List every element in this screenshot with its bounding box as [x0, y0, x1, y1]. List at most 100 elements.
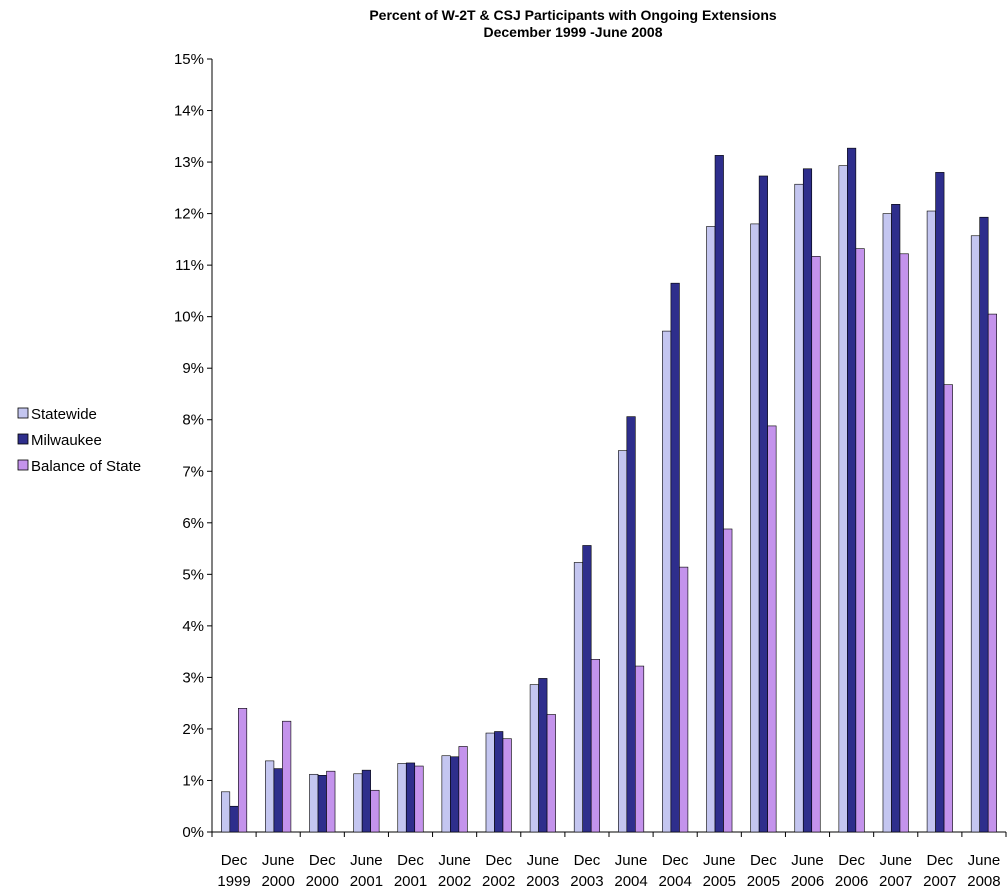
x-tick-label-month: June — [703, 852, 736, 869]
legend: Statewide Milwaukee Balance of State — [17, 406, 141, 475]
y-tick-label: 0% — [182, 824, 204, 841]
bar-balance-of-state — [238, 708, 248, 833]
bar-balance-of-state — [590, 659, 600, 833]
bar-milwaukee — [450, 756, 460, 833]
x-tick-label-month: Dec — [574, 852, 601, 869]
bar-balance-of-state — [635, 665, 645, 833]
x-tick-label-year: 2005 — [703, 873, 736, 890]
legend-label: Balance of State — [31, 458, 141, 475]
y-tick-label: 7% — [182, 463, 204, 480]
bar-balance-of-state — [767, 425, 777, 833]
y-tick-label: 8% — [182, 412, 204, 429]
bar-milwaukee — [229, 805, 239, 833]
x-tick-label-month: June — [438, 852, 471, 869]
x-tick-label-month: Dec — [397, 852, 424, 869]
x-tick-label-year: 1999 — [217, 873, 250, 890]
legend-label: Milwaukee — [31, 432, 102, 449]
x-tick-label-year: 2000 — [261, 873, 294, 890]
bar-balance-of-state — [370, 789, 380, 833]
bar-milwaukee — [582, 545, 592, 833]
y-tick-label: 6% — [182, 515, 204, 532]
bar-milwaukee — [891, 204, 901, 833]
bar-statewide — [750, 223, 760, 833]
bar-statewide — [794, 183, 804, 833]
x-tick-label-month: June — [350, 852, 383, 869]
bar-statewide — [485, 732, 495, 833]
y-axis: 0% 1% 2% 3% 4% 5% 6% 7% 8% 9% 10% 11% 12% 13% 14% 15% — [174, 51, 213, 841]
x-tick-label-month: Dec — [221, 852, 248, 869]
x-tick-label-month: Dec — [662, 852, 689, 869]
bar-balance-of-state — [458, 746, 468, 833]
bar-milwaukee — [538, 678, 548, 833]
chart-title: Percent of W-2T & CSJ Participants with … — [369, 7, 777, 23]
y-tick-label: 10% — [174, 309, 204, 326]
legend-swatch — [17, 459, 29, 471]
x-tick-label-month: June — [968, 852, 1001, 869]
bar-statewide — [397, 763, 407, 833]
bar-statewide — [309, 773, 319, 833]
bar-milwaukee — [935, 172, 945, 833]
legend-label: Statewide — [31, 406, 97, 423]
legend-swatch — [17, 433, 29, 445]
bar-statewide — [529, 684, 539, 833]
y-tick-label: 4% — [182, 618, 204, 635]
x-axis: Dec 1999 June 2000 Dec 2000 June 2001 Dec 2001 Jun… — [211, 831, 1007, 890]
bar-balance-of-state — [855, 248, 865, 833]
y-tick-label: 15% — [174, 51, 204, 68]
x-tick-label-month: Dec — [309, 852, 336, 869]
y-tick-label: 14% — [174, 103, 204, 120]
x-tick-label-year: 2004 — [614, 873, 647, 890]
x-tick-label-year: 2006 — [835, 873, 868, 890]
bar-balance-of-state — [326, 770, 336, 833]
y-tick-label: 2% — [182, 721, 204, 738]
x-tick-label-month: June — [262, 852, 295, 869]
x-tick-label-year: 2000 — [306, 873, 339, 890]
bar-balance-of-state — [943, 384, 953, 833]
y-tick-label: 5% — [182, 566, 204, 583]
bar-balance-of-state — [723, 528, 733, 833]
x-tick-label-year: 2001 — [350, 873, 383, 890]
bar-milwaukee — [758, 175, 768, 833]
bar-milwaukee — [405, 762, 416, 833]
bar-balance-of-state — [811, 256, 821, 833]
bar-statewide — [573, 562, 583, 833]
bar-milwaukee — [802, 168, 813, 833]
bar-balance-of-state — [679, 566, 689, 833]
bar-milwaukee — [626, 416, 636, 833]
bar-milwaukee — [670, 282, 680, 833]
bar-balance-of-state — [987, 313, 997, 833]
x-tick-label-year: 2008 — [967, 873, 1000, 890]
bar-statewide — [353, 773, 363, 833]
x-tick-label-month: June — [879, 852, 912, 869]
bar-statewide — [618, 450, 628, 833]
bar-statewide — [265, 760, 275, 833]
bar-milwaukee — [494, 731, 504, 833]
x-tick-label-year: 2006 — [791, 873, 824, 890]
y-tick-label: 3% — [182, 669, 204, 686]
bar-statewide — [838, 165, 848, 833]
x-tick-label-year: 2002 — [482, 873, 515, 890]
bar-statewide — [662, 330, 672, 833]
bar-milwaukee — [847, 147, 857, 833]
bar-statewide — [441, 755, 451, 833]
y-tick-label: 1% — [182, 772, 204, 789]
x-tick-label-month: Dec — [485, 852, 512, 869]
x-tick-label-year: 2007 — [923, 873, 956, 890]
x-tick-label-year: 2001 — [394, 873, 427, 890]
x-tick-label-month: Dec — [750, 852, 777, 869]
x-tick-label-month: June — [791, 852, 824, 869]
bar-statewide — [926, 210, 936, 833]
bar-balance-of-state — [899, 253, 909, 833]
bar-series-group — [221, 147, 997, 833]
x-tick-label-year: 2002 — [438, 873, 471, 890]
bar-statewide — [882, 213, 892, 833]
bar-milwaukee — [317, 775, 327, 833]
bar-statewide — [970, 235, 980, 833]
bar-statewide — [706, 226, 716, 833]
bar-milwaukee — [361, 769, 371, 833]
bar-balance-of-state — [282, 720, 292, 833]
x-tick-label-year: 2005 — [747, 873, 780, 890]
x-tick-label-month: Dec — [926, 852, 953, 869]
x-tick-label-month: Dec — [838, 852, 865, 869]
